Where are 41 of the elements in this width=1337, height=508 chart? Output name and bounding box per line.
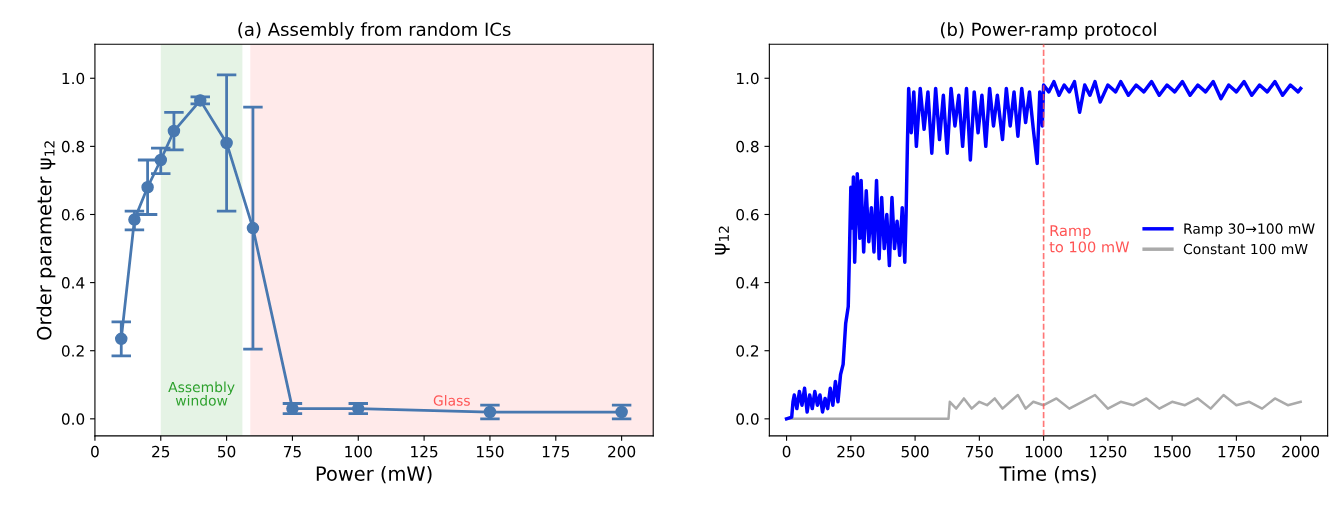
- x-axis-title: Power (mW): [316, 465, 432, 484]
- y-tick-label: 0.0: [736, 413, 759, 425]
- x-tick-label: 1750: [1218, 445, 1255, 458]
- y-tick-label: 0.4: [736, 277, 759, 289]
- x-tick-label: 1000: [1025, 445, 1063, 458]
- x-tick-label: 175: [542, 446, 570, 458]
- x-tick-label: 150: [477, 445, 504, 458]
- legend-label: Constant 100 mW: [1183, 243, 1308, 255]
- y-tick-label: 1.0: [737, 72, 759, 85]
- x-tick-label: 200: [608, 445, 636, 458]
- y-tick-label: 0.6: [736, 208, 759, 221]
- band-label: Assembly window: [168, 381, 235, 406]
- x-tick-label: 2000: [1282, 445, 1320, 458]
- legend-label: Ramp 30→100 mW: [1184, 223, 1315, 237]
- chart-title: (b) Power-ramp protocol: [940, 22, 1156, 40]
- y-tick-label: 0.0: [61, 413, 85, 425]
- y-tick-label: 1.0: [62, 72, 85, 85]
- x-tick-label: 25: [152, 445, 170, 458]
- x-tick-label: 1500: [1154, 445, 1191, 458]
- y-tick-label: 0.8: [61, 140, 85, 153]
- y-axis-title: Order parameter ψ$_{12}$: [36, 141, 56, 340]
- band-label: Glass: [433, 395, 470, 406]
- y-tick-label: 0.2: [61, 345, 84, 357]
- x-tick-label: 75: [283, 446, 301, 458]
- x-tick-label: 50: [218, 445, 236, 458]
- x-tick-label: 0: [782, 445, 791, 458]
- chart-title: (a) Assembly from random ICs: [238, 22, 511, 40]
- y-tick-label: 0.6: [61, 208, 85, 221]
- x-axis-title: Time (ms): [999, 465, 1096, 484]
- y-tick-label: 0.2: [736, 345, 759, 357]
- x-tick-label: 100: [345, 445, 372, 458]
- x-tick-label: 125: [411, 445, 438, 458]
- x-tick-label: 250: [837, 445, 865, 458]
- y-tick-label: 0.4: [61, 277, 85, 289]
- y-tick-label: 0.8: [736, 140, 759, 153]
- y-axis-title: ψ$_{12}$: [714, 226, 730, 255]
- x-tick-label: 750: [966, 445, 993, 458]
- x-tick-label: 1250: [1090, 445, 1127, 458]
- x-tick-label: 0: [91, 445, 99, 458]
- ref-line-label: Ramp to 100 mW: [1049, 225, 1130, 253]
- x-tick-label: 500: [901, 445, 929, 458]
